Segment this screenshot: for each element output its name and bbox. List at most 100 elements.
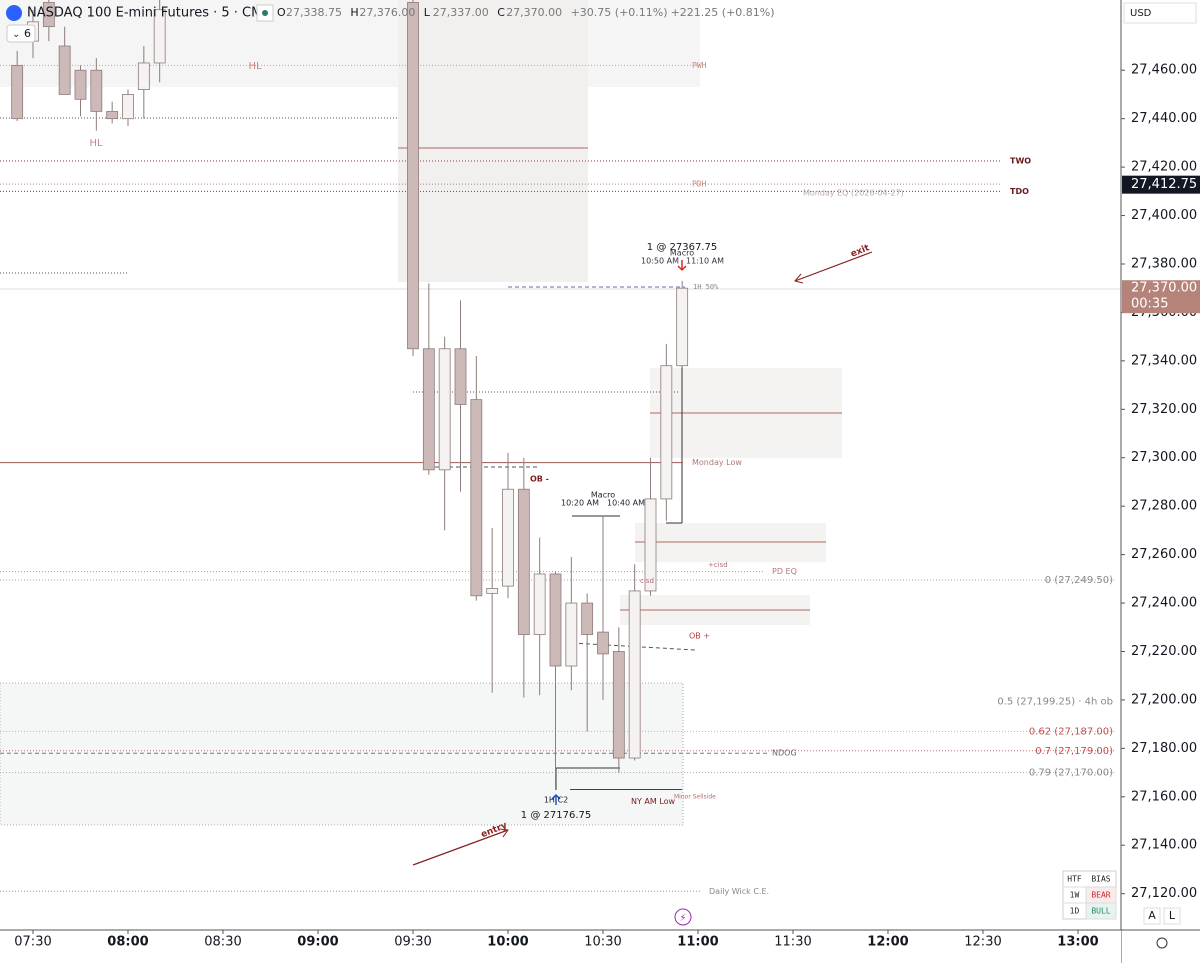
ohlc: O 27,338.75 H 27,376.00 L 27,337.00 C 27,370.00…	[277, 6, 775, 19]
interval-badge[interactable]	[6, 24, 36, 43]
time-axis	[0, 930, 1121, 963]
x-tick-label: 11:00	[677, 935, 718, 950]
x-tick-label: 13:00	[1057, 935, 1098, 950]
candle-body	[137, 62, 150, 91]
candle-body	[42, 2, 55, 28]
candle-body	[676, 287, 689, 367]
y-tick-label: 27,420.00	[1131, 160, 1197, 175]
level-label: Monday Low	[692, 458, 742, 467]
ohlc-value: 27,370.00	[506, 6, 562, 19]
annotation: 10:50 AM	[641, 257, 679, 266]
scale-button[interactable]	[1163, 907, 1181, 925]
lightning-icon[interactable]	[674, 908, 692, 926]
y-tick-label: 27,380.00	[1131, 256, 1197, 271]
entry-arrow	[412, 829, 509, 866]
annotation: exit	[849, 243, 871, 260]
candle-body	[628, 590, 641, 759]
y-tick-label: 27,340.00	[1131, 353, 1197, 368]
candle-body	[533, 573, 546, 635]
candle-body	[581, 602, 594, 635]
y-tick-label: 27,260.00	[1131, 547, 1197, 562]
x-tick-label: 08:30	[204, 935, 241, 950]
candle-body	[407, 2, 419, 350]
annotation: OB -	[530, 475, 549, 484]
currency: USD	[1130, 8, 1152, 19]
price-axis	[1121, 0, 1200, 963]
y-tick-label: 27,320.00	[1131, 402, 1197, 417]
bias-cell-text: BULL	[1091, 907, 1110, 916]
level-label: PWH	[692, 61, 707, 70]
scale-button[interactable]	[1143, 907, 1161, 925]
change: +30.75 (+0.11%)	[571, 6, 668, 19]
candle-body	[74, 69, 87, 100]
annotation: Macro	[591, 491, 615, 500]
level-label: 0.79 (27,170.00)	[1029, 768, 1113, 779]
x-tick-label: 10:00	[487, 935, 528, 950]
level-label: TWO	[1010, 157, 1031, 166]
x-tick-label: 12:00	[867, 935, 908, 950]
current-price: 27,370.00	[1131, 281, 1197, 296]
zone	[0, 682, 684, 826]
candles: 07:2507:3007:3507:4007:4507:5007:5508:00…	[11, 0, 689, 790]
y-tick-label: 27,220.00	[1131, 644, 1197, 659]
x-tick-label: 11:30	[774, 935, 811, 950]
bias-cell-text: 1D	[1070, 907, 1080, 916]
settings-icon[interactable]	[1156, 937, 1168, 949]
currency-box[interactable]	[1123, 2, 1197, 24]
annotation: 10:40 AM	[607, 499, 645, 508]
level-label: 0.7 (27,179.00)	[1035, 746, 1113, 757]
exit-arrow	[794, 273, 804, 284]
candle-body	[565, 602, 578, 667]
bias-cell-text: BEAR	[1091, 891, 1110, 900]
x-tick-label: 08:00	[107, 935, 148, 950]
annotation: Macro	[670, 249, 694, 258]
level-label: NDOG	[772, 749, 797, 758]
y-tick-label: 27,160.00	[1131, 789, 1197, 804]
bias-cell-text: 1W	[1070, 891, 1080, 900]
y-tick-label: 27,240.00	[1131, 596, 1197, 611]
y-tick-label: 27,180.00	[1131, 741, 1197, 756]
annotation: OB +	[689, 632, 710, 641]
ohlc-key: L	[424, 6, 431, 19]
change-total: +221.25 (+0.81%)	[671, 6, 775, 19]
price-tag	[1122, 175, 1200, 194]
candle-body	[517, 488, 530, 635]
chevron: ⌄	[12, 29, 20, 40]
candle-body	[58, 45, 71, 95]
annotation: Monday EQ (2026-04-27)	[803, 189, 904, 198]
x-tick-label: 09:30	[394, 935, 431, 950]
candle-body	[644, 498, 657, 592]
scale-button-label: A	[1148, 909, 1156, 922]
interval-badge-text: 6	[24, 27, 31, 40]
annotation: 1 @ 27367.75	[647, 242, 717, 253]
ohlc-value: 27,337.00	[433, 6, 489, 19]
candle-body	[106, 111, 119, 120]
annotation: 1H C2	[544, 796, 568, 805]
y-tick-label: 27,460.00	[1131, 63, 1197, 78]
annotation: 10:20 AM	[561, 499, 599, 508]
ohlc-key: H	[350, 6, 358, 19]
candle-body	[597, 631, 609, 655]
level-label: PDH	[692, 180, 707, 189]
level-label: Daily Wick C.E.	[709, 887, 769, 896]
candle-body	[438, 348, 451, 471]
level-label: 0.5 (27,199.25) · 4h ob	[997, 697, 1113, 708]
annotation: cisd	[640, 577, 654, 585]
candle-body	[612, 651, 625, 759]
y-tick-label: 27,120.00	[1131, 886, 1197, 901]
annotation: 1 @ 27176.75	[521, 810, 591, 821]
bias-header: HTF	[1067, 875, 1082, 884]
ohlc-value: 27,338.75	[286, 6, 342, 19]
candle-body	[90, 69, 103, 112]
bias-header: BIAS	[1091, 875, 1110, 884]
candle-body	[660, 365, 673, 500]
x-axis: 07:30 08:00 08:30 09:00 09:30 10:00 10:30 11:00…	[14, 930, 1099, 950]
candle-body	[454, 348, 467, 405]
y-tick-label: 27,280.00	[1131, 499, 1197, 514]
annotation: +cisd	[708, 561, 728, 569]
scale-button-label: L	[1169, 909, 1176, 922]
level-label: 0 (27,249.50)	[1045, 575, 1113, 586]
